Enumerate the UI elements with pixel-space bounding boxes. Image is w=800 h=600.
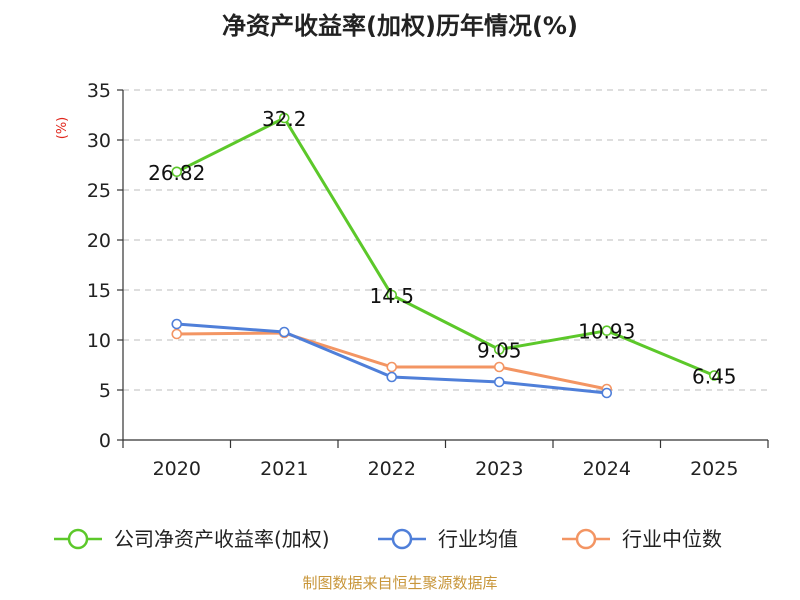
data-label-2022: 14.5 — [369, 284, 414, 308]
y-tick-label: 0 — [99, 430, 111, 452]
legend-marker-1 — [391, 528, 413, 550]
x-tick-label-2023: 2023 — [475, 458, 523, 480]
data-point-s0-2022 — [386, 289, 398, 301]
data-point-s0-2025 — [708, 370, 720, 381]
data-label-2025: 6.45 — [692, 365, 737, 389]
data-point-s2-2022 — [386, 361, 398, 373]
x-tick-label-2021: 2021 — [260, 458, 308, 480]
data-point-s2-2023 — [493, 361, 505, 373]
series-layer — [171, 112, 720, 399]
legend-marker-2 — [575, 528, 597, 550]
y-axis-unit-label: (%) — [55, 117, 70, 140]
legend: 公司净资产收益率(加权) 行业均值 行业中位数 — [54, 527, 722, 551]
data-labels: 26.82 32.2 14.5 9.05 10.93 6.45 — [148, 107, 736, 389]
series-line-0 — [176, 116, 715, 377]
data-label-2023: 9.05 — [477, 339, 522, 363]
legend-marker-0 — [67, 528, 89, 550]
data-point-s0-2023 — [493, 344, 505, 355]
legend-label-0: 公司净资产收益率(加权) — [114, 527, 330, 551]
legend-label-2: 行业中位数 — [622, 527, 722, 551]
y-tick-label: 15 — [87, 280, 111, 302]
y-tick-label: 35 — [87, 80, 111, 102]
data-point-s1-2020 — [171, 318, 183, 330]
data-point-s1-2023 — [493, 376, 505, 388]
data-label-2021: 32.2 — [262, 107, 307, 131]
y-tick-label: 25 — [87, 180, 111, 202]
y-tick-label: 30 — [87, 130, 111, 152]
data-point-s2-2020 — [171, 328, 183, 340]
source-note: 制图数据来自恒生聚源数据库 — [302, 574, 497, 592]
y-tick-label: 5 — [99, 380, 111, 402]
y-tick-label: 10 — [87, 330, 111, 352]
data-point-s0-2020 — [171, 166, 183, 178]
data-point-s0-2021 — [278, 112, 290, 124]
data-point-s0-2024 — [601, 325, 613, 337]
x-tick-label-2025: 2025 — [690, 458, 738, 480]
x-tick-label-2022: 2022 — [368, 458, 416, 480]
legend-label-1: 行业均值 — [438, 527, 518, 551]
x-tick-label-2024: 2024 — [583, 458, 631, 480]
chart-title: 净资产收益率(加权)历年情况(%) — [222, 12, 578, 40]
data-point-s1-2024 — [601, 387, 613, 399]
data-label-2020: 26.82 — [148, 161, 205, 185]
x-tick-label-2020: 2020 — [153, 458, 201, 480]
data-point-s1-2021 — [278, 326, 290, 338]
y-tick-label: 20 — [87, 230, 111, 252]
data-label-2024: 10.93 — [578, 320, 635, 344]
grid-lines — [123, 89, 768, 391]
data-point-s1-2022 — [386, 371, 398, 383]
